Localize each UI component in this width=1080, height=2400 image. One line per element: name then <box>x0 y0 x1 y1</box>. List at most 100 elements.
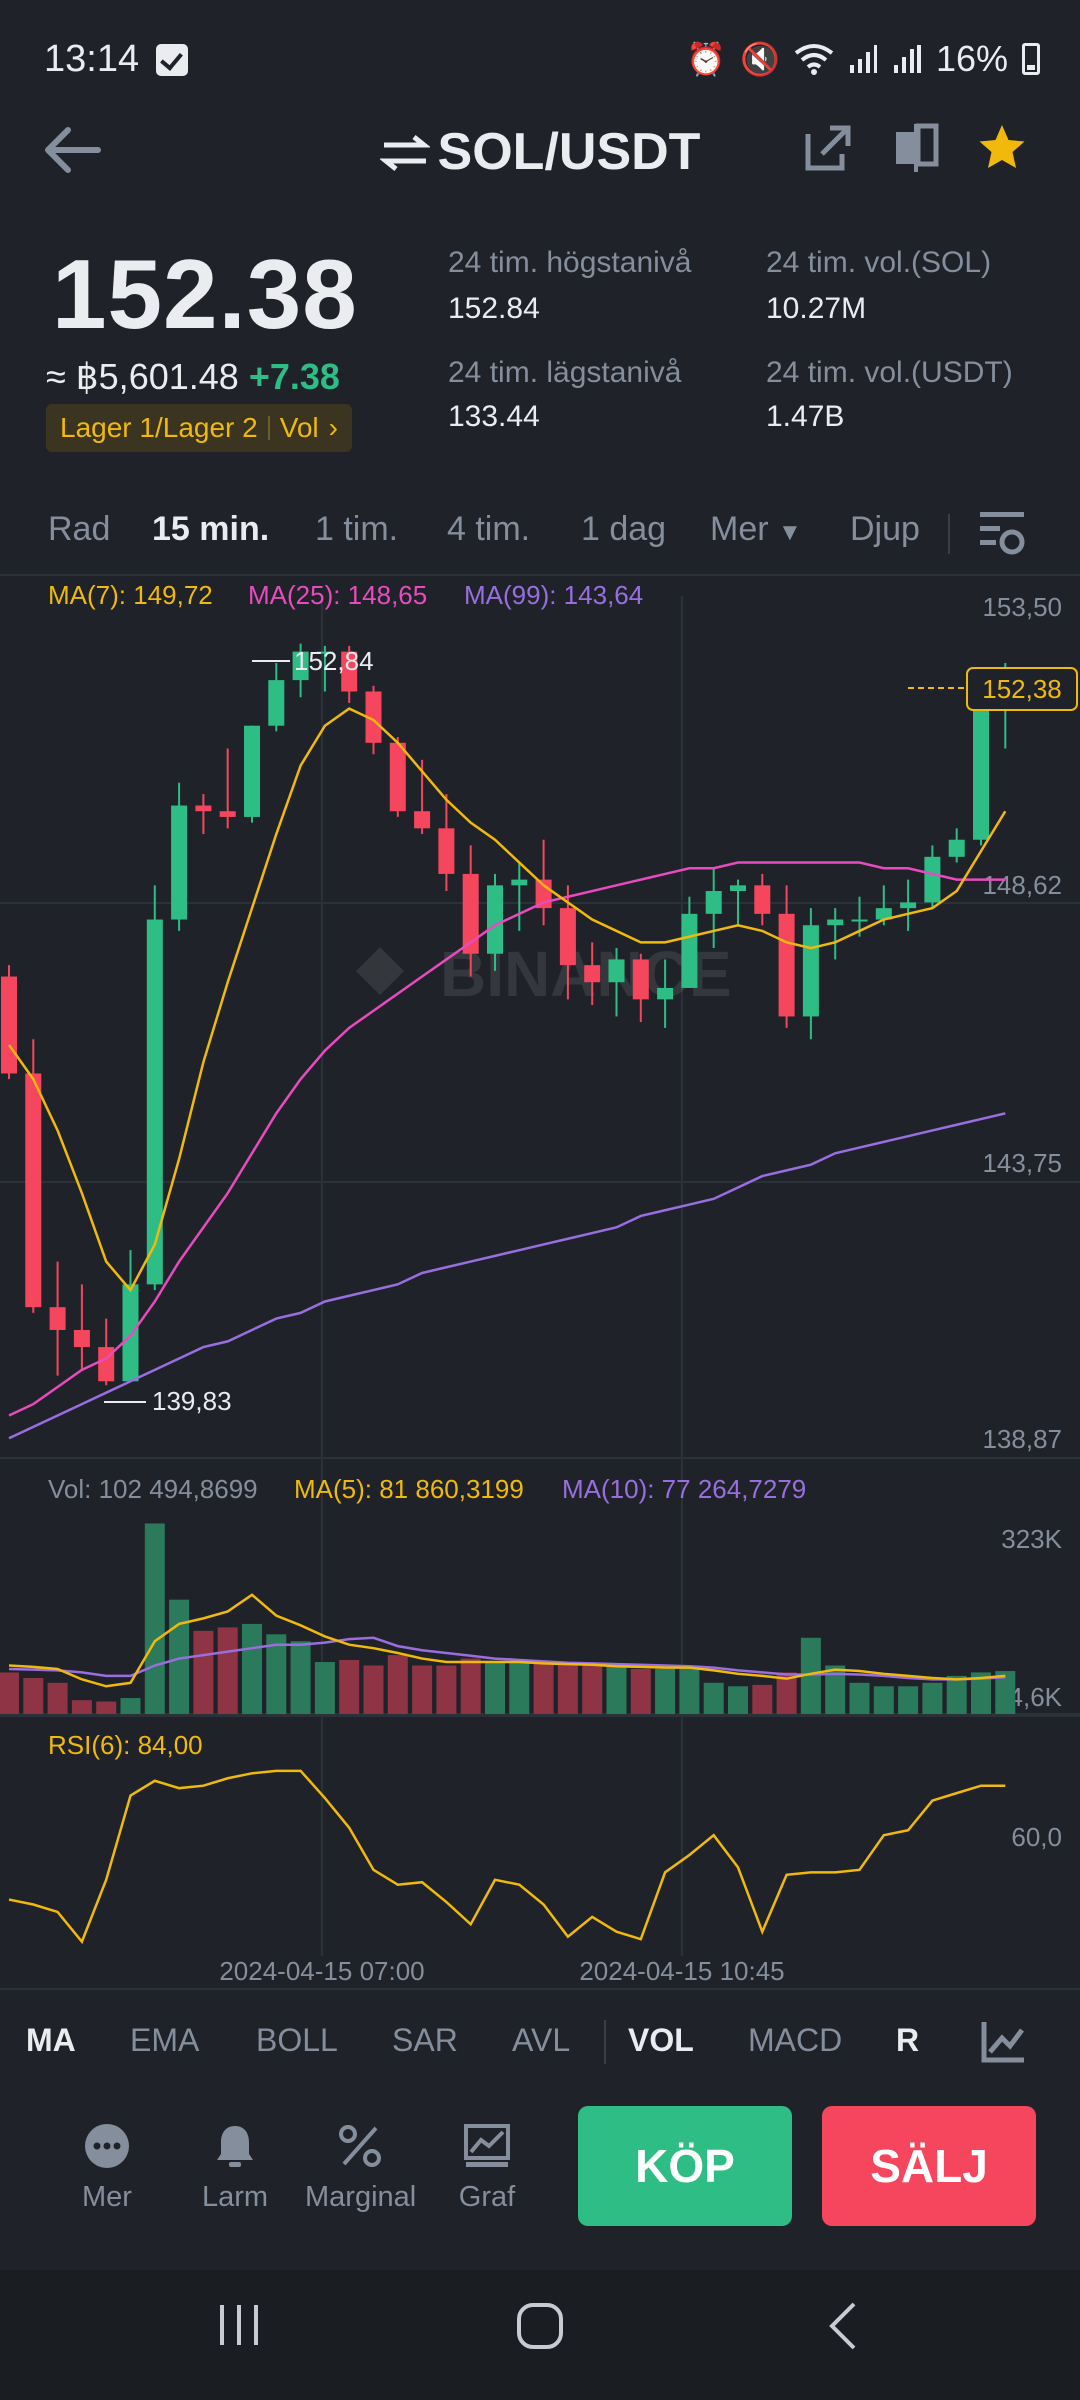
chevron-right-icon: › <box>328 412 338 443</box>
tab-1h[interactable]: 1 tim. <box>315 510 399 548</box>
rsi-legend: RSI(6): 84,00 <box>48 1730 203 1760</box>
indicator-boll[interactable]: BOLL <box>256 2022 338 2058</box>
indicator-ema[interactable]: EMA <box>130 2022 200 2058</box>
candle-body <box>146 919 163 1285</box>
tab-4h[interactable]: 4 tim. <box>447 510 531 548</box>
volume-bar <box>314 1662 335 1714</box>
tab-depth[interactable]: Djup <box>850 510 920 548</box>
tab-15min[interactable]: 15 min. <box>152 510 270 548</box>
interval-tabs: Rad 15 min. 1 tim. 4 tim. 1 dag Mer ▼ Dj… <box>0 500 1080 570</box>
volume-bar <box>800 1637 821 1714</box>
action-alarm[interactable]: Larm <box>180 2122 290 2214</box>
favorite-star-icon[interactable] <box>976 122 1028 174</box>
indicator-ma[interactable]: MA <box>26 2022 76 2058</box>
candle-body <box>827 919 844 926</box>
volume-bar <box>242 1623 262 1714</box>
wifi-icon <box>794 44 834 75</box>
home-icon[interactable] <box>514 2300 566 2352</box>
buy-button[interactable]: KÖP <box>578 2106 792 2226</box>
ma99-line <box>8 1112 1006 1440</box>
converted-price: ≈ ฿5,601.48 <box>46 356 239 397</box>
recent-apps-icon[interactable] <box>214 2300 264 2350</box>
candle-body <box>438 828 455 874</box>
price-axis-label: 153,50 <box>982 592 1062 622</box>
indicator-macd[interactable]: MACD <box>748 2022 843 2058</box>
volume-bar <box>363 1665 384 1714</box>
pair-title[interactable]: SOL/USDT <box>0 122 1080 182</box>
candle-body <box>171 805 188 920</box>
volume-bar <box>266 1634 287 1714</box>
candle-body <box>341 651 358 692</box>
candle-body <box>316 651 333 654</box>
tab-more[interactable]: Mer ▼ <box>710 510 802 549</box>
action-alarm-label: Larm <box>201 2181 269 2213</box>
tab-1d[interactable]: 1 dag <box>581 510 667 548</box>
chart-mode-icon[interactable] <box>890 122 942 174</box>
category-badge[interactable]: Lager 1/Lager 2 Vol › <box>46 404 352 452</box>
candle-body <box>584 965 601 983</box>
tab-line[interactable]: Rad <box>48 510 111 548</box>
badge-separator <box>267 416 270 440</box>
high-label: 152,84 <box>294 646 374 676</box>
sell-button[interactable]: SÄLJ <box>822 2106 1036 2226</box>
volume-ma5-line <box>8 1593 1006 1688</box>
ma7-legend: MA(7): 149,72 <box>48 580 213 610</box>
back-arrow-icon[interactable] <box>40 118 104 182</box>
volume-bar <box>96 1701 117 1714</box>
stat-low-label: 24 tim. lägstanivå <box>448 356 682 389</box>
volume-bar <box>922 1682 943 1714</box>
rsi-line <box>8 1769 1006 1945</box>
status-icons: ⏰ 🔇 16% <box>686 38 1040 80</box>
stat-vol-sol-label: 24 tim. vol.(SOL) <box>766 246 992 279</box>
caret-down-icon: ▼ <box>778 519 802 546</box>
share-icon[interactable] <box>802 122 854 174</box>
volume-bar <box>606 1665 627 1714</box>
indicator-sar[interactable]: SAR <box>392 2022 458 2058</box>
indicator-settings-icon[interactable] <box>978 2018 1028 2066</box>
candle-body <box>389 742 406 812</box>
high-marker: 152,84 <box>252 646 374 676</box>
battery-icon <box>1022 43 1040 75</box>
volume-bar <box>557 1662 578 1714</box>
time-axis-label: 2024-04-15 10:45 <box>579 1956 784 1986</box>
system-back-icon[interactable] <box>820 2300 870 2352</box>
action-more[interactable]: Mer <box>52 2122 162 2214</box>
chart-settings-icon[interactable] <box>976 506 1028 558</box>
candle-body <box>973 697 989 840</box>
volume-bar <box>217 1627 238 1714</box>
action-chart[interactable]: Graf <box>432 2122 542 2214</box>
battery-percent: 16% <box>935 38 1008 79</box>
candle-body <box>632 959 649 1000</box>
volume-bar <box>533 1662 554 1714</box>
badge-layer: Lager 1/Lager 2 <box>60 412 258 443</box>
system-nav-bar <box>0 2270 1080 2400</box>
candle-body <box>608 959 625 983</box>
binance-watermark: BINANCE <box>356 938 732 1010</box>
indicator-avl[interactable]: AVL <box>512 2022 571 2058</box>
volume-ma-lines <box>8 1593 1006 1688</box>
swap-icon <box>378 135 431 171</box>
candle-body <box>851 919 868 922</box>
candle-body <box>705 891 722 914</box>
more-icon <box>85 2124 129 2168</box>
volume-ma5-legend: MA(5): 81 860,3199 <box>294 1474 524 1504</box>
divider <box>0 1988 1080 1990</box>
volume-bar <box>23 1677 44 1714</box>
indicator-vol[interactable]: VOL <box>628 2022 694 2058</box>
volume-bar <box>825 1665 846 1714</box>
volume-bar <box>0 1672 19 1714</box>
volume-bars <box>0 1523 1016 1714</box>
volume-bar <box>47 1682 68 1714</box>
volume-bar <box>849 1682 870 1714</box>
stat-low-value: 133.44 <box>448 400 540 433</box>
volume-bar <box>193 1630 214 1714</box>
candlestick-chart[interactable]: BINANCE MA(7): 149,72 MA(25): 148,65 MA(… <box>0 576 1080 1990</box>
indicator-rsi[interactable]: R <box>896 2022 920 2058</box>
signal-icon <box>849 45 877 73</box>
stat-high-label: 24 tim. högstanivå <box>448 246 692 279</box>
action-margin[interactable]: Marginal <box>305 2122 417 2214</box>
action-margin-label: Marginal <box>305 2181 417 2213</box>
low-marker: 139,83 <box>104 1386 232 1416</box>
candle-body <box>948 839 965 857</box>
volume-bar <box>946 1675 967 1714</box>
